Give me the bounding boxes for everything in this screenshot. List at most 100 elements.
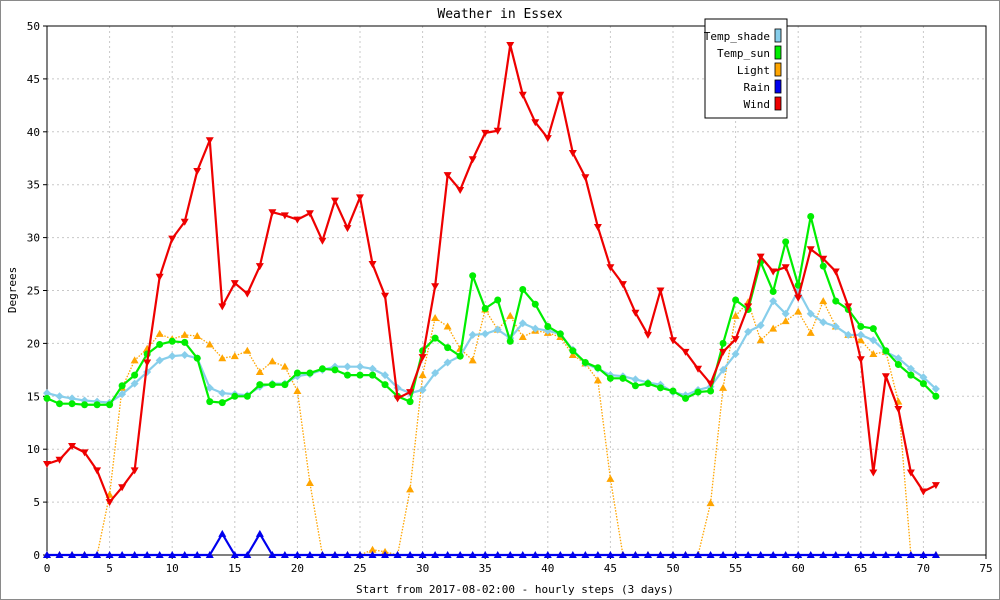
data-point-temp-shade <box>205 383 214 392</box>
data-point-temp-shade <box>719 365 728 374</box>
data-point-wind <box>706 380 715 388</box>
y-tick-label: 35 <box>27 179 40 192</box>
data-point-temp-sun <box>406 398 414 406</box>
data-point-temp-shade <box>218 389 227 398</box>
series-light <box>43 297 940 558</box>
data-point-rain <box>418 551 427 558</box>
legend-label-temp-sun: Temp_sun <box>717 47 770 60</box>
data-point-temp-sun <box>519 285 527 293</box>
data-point-rain <box>731 551 740 558</box>
x-tick-label: 65 <box>854 562 867 575</box>
data-point-temp-sun <box>293 369 301 377</box>
data-point-light <box>806 328 815 336</box>
data-point-rain <box>744 551 753 558</box>
data-point-temp-shade <box>856 330 865 339</box>
data-point-light <box>255 367 264 375</box>
data-point-rain <box>93 551 102 558</box>
data-point-rain <box>894 551 903 558</box>
data-point-wind <box>93 467 102 475</box>
data-point-temp-shade <box>931 384 940 393</box>
data-point-temp-sun <box>656 384 664 392</box>
data-point-temp-shade <box>180 351 189 360</box>
data-point-light <box>706 499 715 507</box>
data-point-light <box>293 387 302 395</box>
data-point-light <box>731 311 740 319</box>
data-point-light <box>280 362 289 370</box>
series-wind <box>43 42 940 507</box>
x-tick-label: 55 <box>729 562 742 575</box>
data-point-rain <box>180 551 189 558</box>
data-point-temp-shade <box>806 309 815 318</box>
y-tick-label: 10 <box>27 443 40 456</box>
data-point-temp-sun <box>356 371 364 379</box>
y-tick-label: 0 <box>33 549 40 562</box>
data-point-rain <box>443 551 452 558</box>
data-point-rain <box>255 529 264 537</box>
data-point-wind <box>493 127 502 135</box>
data-point-light <box>406 485 415 493</box>
data-point-wind <box>118 484 127 492</box>
data-point-rain <box>769 551 778 558</box>
data-point-temp-sun <box>243 392 251 400</box>
data-point-wind <box>669 337 677 345</box>
data-point-temp-sun <box>707 387 715 395</box>
data-point-temp-shade <box>894 354 903 363</box>
data-point-wind <box>781 264 790 272</box>
data-point-light <box>794 307 803 315</box>
data-point-light <box>856 336 865 344</box>
data-point-rain <box>55 551 64 558</box>
data-point-wind <box>80 449 89 457</box>
data-point-light <box>193 331 202 339</box>
data-point-rain <box>318 551 327 558</box>
data-point-rain <box>356 551 364 558</box>
data-point-temp-sun <box>531 300 539 308</box>
data-point-wind <box>869 469 878 477</box>
legend-items: Temp_shade Temp_sun Light Rain Wind <box>704 28 782 111</box>
data-point-rain <box>518 551 527 558</box>
data-point-temp-sun <box>544 322 552 330</box>
data-point-temp-sun <box>832 297 840 305</box>
data-point-rain <box>756 551 765 558</box>
data-point-wind <box>218 303 227 311</box>
data-point-rain <box>831 551 840 558</box>
data-point-wind <box>255 263 264 271</box>
x-tick-label: 20 <box>291 562 304 575</box>
data-point-temp-sun <box>682 394 690 402</box>
data-point-rain <box>280 551 289 558</box>
data-point-temp-sun <box>456 352 464 360</box>
data-point-rain <box>155 551 164 558</box>
data-point-temp-shade <box>130 379 139 388</box>
legend-swatch-temp-sun <box>774 45 782 60</box>
data-point-wind <box>844 303 853 311</box>
data-point-temp-sun <box>118 382 126 390</box>
data-point-temp-sun <box>907 371 915 379</box>
data-point-temp-sun <box>343 371 351 379</box>
data-point-wind <box>769 268 778 276</box>
data-point-wind <box>293 216 302 224</box>
data-point-temp-sun <box>894 361 902 369</box>
data-point-rain <box>856 551 865 558</box>
y-axis-ticks: 0 5 10 15 20 25 30 35 40 45 50 <box>27 20 47 562</box>
data-point-wind <box>268 209 277 217</box>
data-point-wind <box>806 246 815 254</box>
data-point-rain <box>330 551 339 558</box>
data-point-temp-shade <box>431 369 440 378</box>
data-point-wind <box>431 283 440 291</box>
data-point-temp-shade <box>906 364 915 373</box>
data-point-rain <box>806 551 815 558</box>
data-point-wind <box>631 309 640 317</box>
data-point-wind <box>581 174 590 182</box>
x-tick-label: 50 <box>666 562 679 575</box>
data-point-wind <box>330 197 339 205</box>
data-point-temp-shade <box>518 319 527 328</box>
data-point-temp-shade <box>481 329 490 338</box>
series-line-rain <box>47 532 936 557</box>
series-temp-sun <box>43 212 940 409</box>
data-point-light <box>869 349 878 357</box>
data-point-temp-shade <box>55 392 64 401</box>
data-point-rain <box>243 551 252 558</box>
data-point-wind <box>744 303 753 311</box>
data-point-temp-sun <box>857 322 865 330</box>
data-point-rain <box>193 551 202 558</box>
x-tick-label: 5 <box>106 562 113 575</box>
